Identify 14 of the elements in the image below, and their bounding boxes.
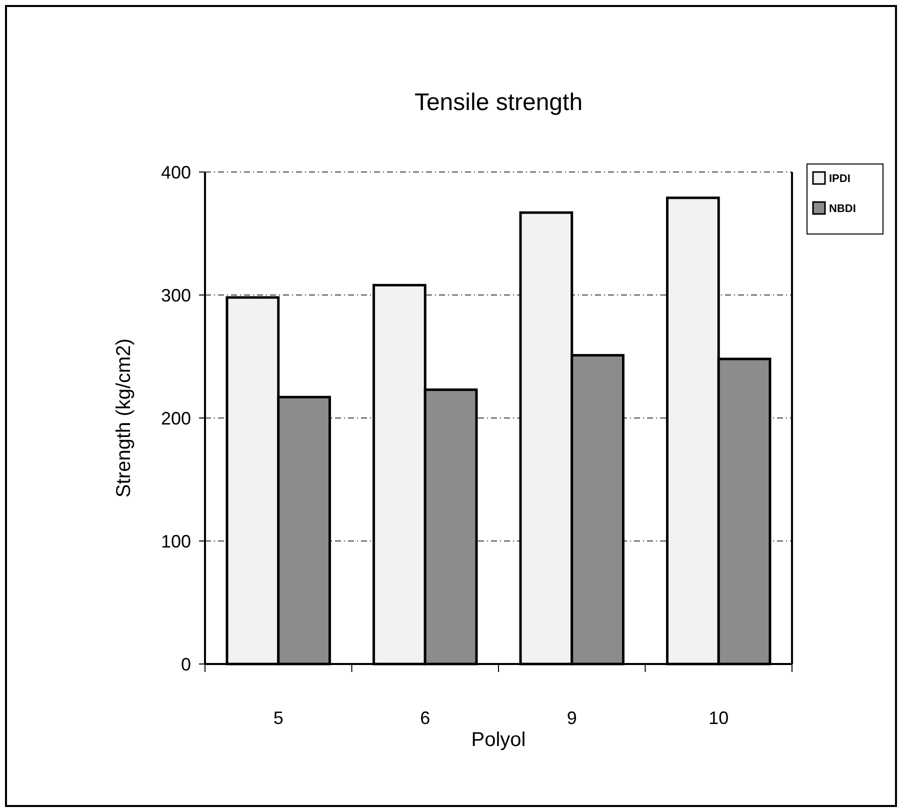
x-tick-label: 6 — [420, 708, 430, 728]
chart-title: Tensile strength — [414, 89, 583, 116]
legend-label: IPDI — [829, 172, 850, 185]
x-tick-label: 10 — [708, 708, 729, 728]
y-tick-label: 400 — [160, 162, 191, 182]
y-tick-label: 300 — [160, 285, 191, 306]
x-tick-label: 5 — [273, 708, 284, 728]
x-tick-label: 9 — [566, 708, 577, 728]
legend-label: NBDI — [829, 202, 856, 215]
x-axis-title: Polyol — [471, 729, 526, 751]
y-tick-label: 100 — [160, 531, 191, 552]
y-axis-title: Strength (kg/cm2) — [113, 338, 135, 498]
y-tick-label: 200 — [160, 408, 191, 428]
y-tick-label: 0 — [180, 654, 191, 674]
